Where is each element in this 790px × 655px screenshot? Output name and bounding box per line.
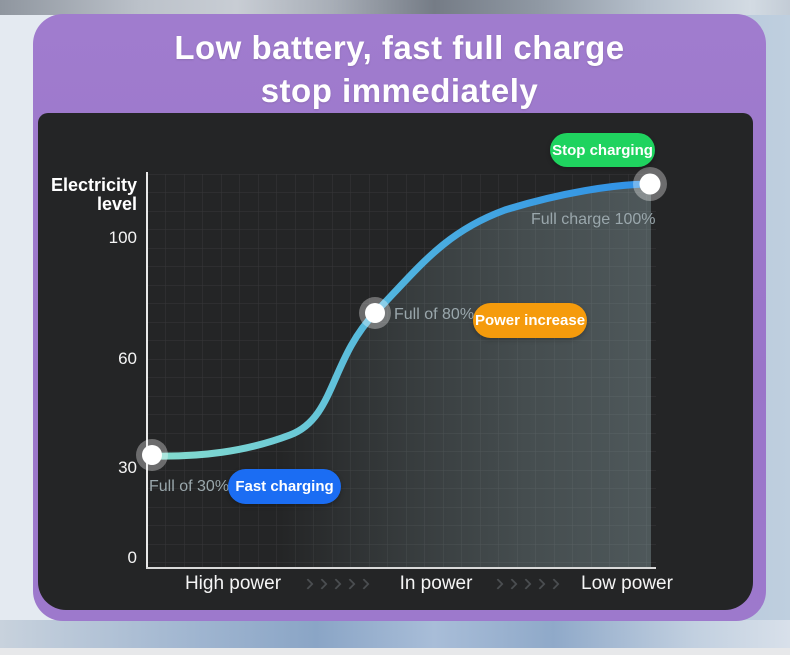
point-label-80: Full of 80%: [394, 306, 475, 323]
x-label-low-power: Low power: [581, 573, 673, 594]
chevrons-separator-2: [492, 578, 560, 590]
chevron-right-icon: [302, 578, 314, 590]
y-axis-title-line-1: Electricity: [50, 175, 137, 195]
chevron-right-icon: [344, 578, 356, 590]
stop-charging-badge: Stop charging: [550, 133, 655, 167]
fast-charging-badge: Fast charging: [228, 469, 341, 504]
y-axis-title-line-2: level: [96, 194, 137, 214]
background-bottom-strip: [0, 648, 790, 655]
point-label-30: Full of 30%: [149, 478, 230, 495]
y-tick-30: 30: [118, 458, 137, 477]
chevrons-separator-1: [302, 578, 370, 590]
chart-panel: [38, 113, 753, 610]
headline-line-2: stop immediately: [260, 72, 539, 109]
chevron-right-icon: [330, 578, 342, 590]
background-bottom-band: [0, 620, 790, 648]
chevron-right-icon: [316, 578, 328, 590]
x-label-in-power: In power: [399, 573, 473, 594]
point-label-100: Full charge 100%: [531, 211, 656, 228]
chevron-right-icon: [358, 578, 370, 590]
chevron-right-icon: [548, 578, 560, 590]
chevron-right-icon: [506, 578, 518, 590]
background-top-strip: [0, 0, 790, 15]
headline: Low battery, fast full charge stop immed…: [33, 26, 766, 112]
chevron-right-icon: [520, 578, 532, 590]
chevron-right-icon: [534, 578, 546, 590]
headline-line-1: Low battery, fast full charge: [174, 29, 625, 66]
y-tick-100: 100: [108, 228, 137, 247]
chevron-right-icon: [492, 578, 504, 590]
y-tick-0: 0: [127, 548, 137, 567]
power-increase-badge: Power increase: [473, 303, 587, 338]
y-axis-title: Electricity level: [27, 176, 137, 214]
y-tick-60: 60: [118, 349, 137, 368]
x-label-high-power: High power: [184, 573, 282, 594]
